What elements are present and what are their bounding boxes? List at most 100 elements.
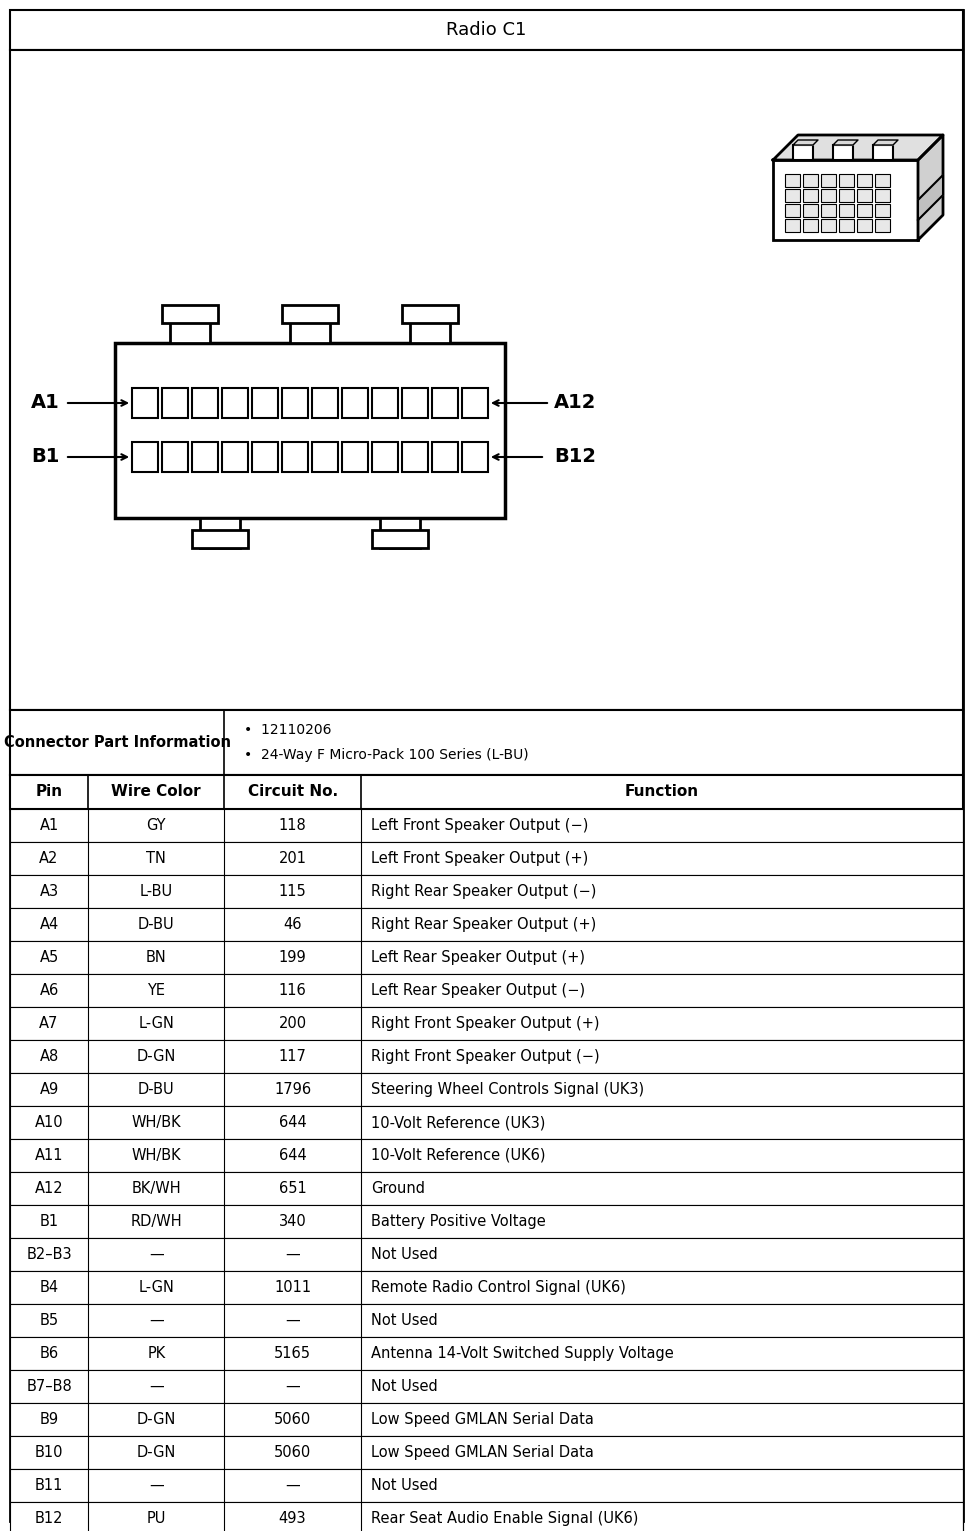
Text: D-BU: D-BU (138, 917, 174, 932)
Bar (839, 175, 854, 187)
Bar (10, 842, 963, 876)
Bar (410, 312, 450, 343)
Text: A3: A3 (40, 883, 58, 899)
Text: Connector Part Information: Connector Part Information (4, 735, 231, 750)
Bar (462, 442, 488, 472)
Text: RD/WH: RD/WH (130, 1214, 182, 1229)
Bar (10, 775, 963, 808)
Bar (833, 145, 853, 161)
Bar (10, 1173, 963, 1205)
Bar (10, 808, 963, 842)
Text: Left Rear Speaker Output (−): Left Rear Speaker Output (−) (371, 983, 585, 998)
Text: Right Rear Speaker Output (−): Right Rear Speaker Output (−) (371, 883, 596, 899)
Bar (839, 219, 854, 233)
Bar (290, 312, 330, 343)
Bar (162, 305, 218, 323)
Text: Not Used: Not Used (371, 1248, 438, 1262)
Polygon shape (793, 139, 818, 145)
Bar (803, 204, 818, 217)
Bar (132, 442, 158, 472)
Text: B10: B10 (35, 1445, 63, 1461)
Bar (857, 204, 872, 217)
Text: A9: A9 (40, 1082, 58, 1098)
Text: Not Used: Not Used (371, 1379, 438, 1395)
Bar (839, 204, 854, 217)
Bar (10, 1370, 963, 1402)
Text: A10: A10 (35, 1115, 63, 1130)
Bar (839, 188, 854, 202)
Bar (875, 188, 890, 202)
Text: 5165: 5165 (274, 1346, 311, 1361)
Bar (462, 387, 488, 418)
Text: Right Front Speaker Output (−): Right Front Speaker Output (−) (371, 1049, 599, 1064)
Bar (162, 442, 188, 472)
Text: 116: 116 (278, 983, 306, 998)
Text: 340: 340 (278, 1214, 306, 1229)
Bar (821, 204, 836, 217)
Text: PU: PU (147, 1511, 166, 1526)
Text: B4: B4 (40, 1280, 58, 1295)
Bar (200, 517, 240, 548)
Bar (10, 51, 963, 710)
Text: A2: A2 (39, 851, 58, 867)
Text: —: — (285, 1379, 300, 1395)
Text: TN: TN (146, 851, 166, 867)
Text: Steering Wheel Controls Signal (UK3): Steering Wheel Controls Signal (UK3) (371, 1082, 644, 1098)
Text: —: — (149, 1248, 163, 1262)
Text: 1796: 1796 (274, 1082, 311, 1098)
Bar (10, 1271, 963, 1304)
Bar (821, 175, 836, 187)
Text: B5: B5 (40, 1314, 58, 1327)
Bar (10, 1139, 963, 1173)
Text: Right Front Speaker Output (+): Right Front Speaker Output (+) (371, 1017, 599, 1030)
Bar (821, 219, 836, 233)
Text: Battery Positive Voltage: Battery Positive Voltage (371, 1214, 546, 1229)
Bar (10, 1007, 963, 1040)
Bar (252, 387, 278, 418)
Bar (132, 387, 158, 418)
Text: Remote Radio Control Signal (UK6): Remote Radio Control Signal (UK6) (371, 1280, 626, 1295)
Text: •  12110206: • 12110206 (244, 723, 332, 736)
Text: A12: A12 (554, 393, 596, 412)
Bar (432, 387, 458, 418)
Bar (372, 442, 398, 472)
Bar (115, 343, 505, 517)
Text: D-BU: D-BU (138, 1082, 174, 1098)
Bar (10, 11, 963, 51)
Bar (857, 219, 872, 233)
Bar (10, 1073, 963, 1105)
Bar (342, 387, 368, 418)
Bar (380, 517, 420, 548)
Text: Radio C1: Radio C1 (447, 21, 526, 38)
Text: A5: A5 (40, 951, 58, 965)
Bar (170, 312, 210, 343)
Text: BK/WH: BK/WH (131, 1180, 181, 1196)
Bar (10, 1040, 963, 1073)
Text: A11: A11 (35, 1148, 63, 1164)
Polygon shape (873, 139, 898, 145)
Text: 5060: 5060 (274, 1445, 311, 1461)
Text: A8: A8 (40, 1049, 58, 1064)
Bar (803, 188, 818, 202)
Text: B9: B9 (40, 1412, 58, 1427)
Bar (402, 387, 428, 418)
Bar (873, 145, 893, 161)
Text: Function: Function (625, 784, 699, 799)
Text: —: — (285, 1477, 300, 1493)
Text: Rear Seat Audio Enable Signal (UK6): Rear Seat Audio Enable Signal (UK6) (371, 1511, 638, 1526)
Text: Low Speed GMLAN Serial Data: Low Speed GMLAN Serial Data (371, 1412, 594, 1427)
Bar (10, 942, 963, 974)
Text: Left Front Speaker Output (+): Left Front Speaker Output (+) (371, 851, 588, 867)
Bar (10, 1502, 963, 1531)
Bar (785, 204, 800, 217)
Bar (10, 1105, 963, 1139)
Text: PK: PK (147, 1346, 165, 1361)
Text: 644: 644 (278, 1115, 306, 1130)
Bar (192, 442, 218, 472)
Text: 10-Volt Reference (UK3): 10-Volt Reference (UK3) (371, 1115, 545, 1130)
Bar (793, 145, 813, 161)
Text: L-BU: L-BU (140, 883, 173, 899)
Text: •  24-Way F Micro-Pack 100 Series (L-BU): • 24-Way F Micro-Pack 100 Series (L-BU) (244, 749, 529, 762)
Text: B7–B8: B7–B8 (26, 1379, 72, 1395)
Text: D-GN: D-GN (136, 1445, 176, 1461)
